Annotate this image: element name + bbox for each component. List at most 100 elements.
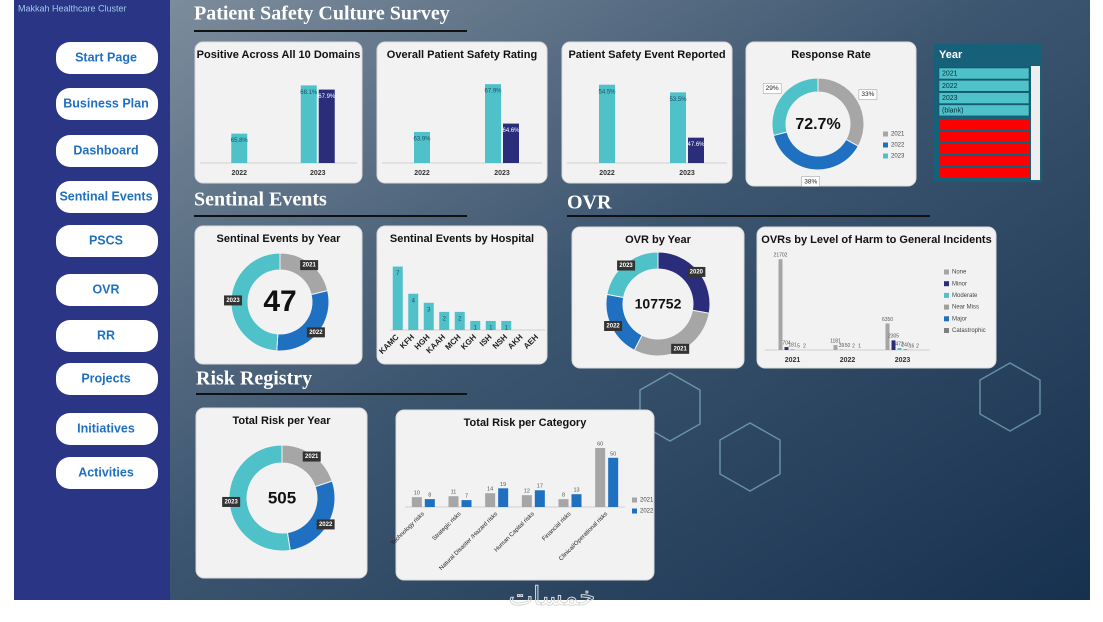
bar	[885, 323, 890, 350]
data-label: 54.5%	[598, 89, 616, 95]
x-tick-label: 2023	[310, 170, 326, 177]
nav-button-label[interactable]: Business Plan	[63, 96, 148, 110]
data-label: 14	[487, 487, 493, 493]
nav-button[interactable]	[56, 88, 158, 120]
data-label: 11	[451, 490, 457, 496]
legend-swatch	[944, 304, 949, 310]
slice-label-box	[300, 260, 319, 271]
nav-button[interactable]	[56, 274, 158, 306]
slicer-item-label[interactable]: 2021	[942, 71, 958, 78]
legend-label: 2023	[891, 154, 905, 160]
legend-swatch	[632, 508, 637, 514]
legend-label: None	[952, 270, 967, 276]
nav-button-label[interactable]: Start Page	[75, 50, 137, 64]
bar	[501, 320, 512, 330]
slice-label: 2021	[673, 346, 687, 352]
data-label: 1	[489, 326, 493, 332]
nav-button[interactable]	[56, 135, 158, 167]
data-label: 50	[845, 343, 851, 349]
bar	[688, 137, 704, 163]
chart-title: Overall Patient Safety Rating	[387, 49, 537, 61]
nav-button[interactable]	[56, 413, 158, 445]
watermark: خمسات	[509, 581, 596, 611]
nav-button-label[interactable]: Projects	[81, 371, 130, 385]
slicer-item-label[interactable]: 2023	[942, 95, 958, 102]
bar	[454, 311, 465, 330]
donut-total: 107752	[635, 296, 682, 312]
legend-swatch	[944, 292, 949, 298]
data-label: 181	[788, 343, 797, 349]
data-label: 1	[858, 343, 861, 349]
slicer-item-label[interactable]: 2022	[942, 83, 958, 90]
bar	[833, 345, 838, 350]
section-title: Patient Safety Culture Survey	[194, 3, 450, 25]
slice-label: 2023	[224, 500, 238, 506]
legend-swatch	[883, 142, 888, 148]
bar	[599, 84, 615, 163]
slicer-title: Year	[939, 49, 963, 61]
data-label: 64.6%	[502, 128, 520, 134]
nav-button-label[interactable]: Dashboard	[73, 143, 138, 157]
slice-label-box	[801, 176, 820, 187]
bar	[571, 494, 582, 507]
data-label: 21702	[774, 253, 788, 259]
donut-total: 47	[263, 285, 296, 318]
slice-label-box	[224, 295, 243, 306]
nav-button[interactable]	[56, 320, 158, 352]
bar	[231, 133, 248, 163]
data-label: 704	[782, 340, 791, 346]
legend-swatch	[944, 316, 949, 322]
chart-title: Sentinal Events by Hospital	[390, 233, 534, 245]
slicer-item[interactable]	[938, 92, 1030, 104]
nav-button-label[interactable]: Sentinal Events	[59, 189, 152, 203]
bar	[534, 490, 545, 507]
nav-button[interactable]	[56, 363, 158, 395]
bar	[300, 85, 317, 163]
data-label: 13	[573, 488, 579, 494]
slice-label: 2021	[305, 454, 319, 460]
slicer-item[interactable]	[938, 104, 1030, 117]
data-label: 19	[500, 482, 506, 488]
nav-button[interactable]	[56, 42, 158, 74]
slicer-scrollbar[interactable]	[1031, 66, 1040, 180]
slice-label-box	[858, 89, 878, 100]
slicer-item-label[interactable]: (blank)	[942, 107, 963, 114]
donut-total: 72.7%	[795, 116, 840, 133]
nav-button[interactable]	[56, 225, 158, 257]
legend-label: 2022	[640, 509, 654, 515]
bar	[408, 293, 419, 330]
slice-label-box	[687, 266, 706, 277]
legend-swatch	[883, 153, 888, 159]
nav-button-label[interactable]: PSCS	[89, 233, 123, 247]
bar	[670, 92, 686, 163]
nav-button-label[interactable]: Activities	[78, 465, 134, 479]
data-label: 12	[524, 489, 530, 495]
bar	[897, 348, 902, 350]
slicer-item[interactable]	[938, 67, 1030, 80]
bar	[485, 84, 501, 163]
slice-label: 2022	[319, 522, 333, 528]
nav-button[interactable]	[56, 181, 158, 213]
data-label: 50	[610, 451, 616, 457]
data-label: 1181	[830, 338, 841, 344]
slice-label: 2023	[226, 298, 240, 304]
data-label: 5	[797, 343, 800, 349]
card	[376, 41, 548, 184]
slice-label-box	[671, 343, 690, 354]
slice-label-box	[617, 260, 636, 271]
nav-button-label[interactable]: RR	[97, 328, 115, 342]
data-label: 4	[412, 298, 416, 304]
section-title: Sentinal Events	[194, 189, 327, 211]
nav-button-label[interactable]: OVR	[92, 282, 119, 296]
bar	[595, 447, 606, 507]
x-tick-label: 2022	[840, 357, 856, 364]
bar	[470, 320, 481, 330]
legend-label: Catastrophic	[952, 328, 986, 334]
nav-button-label[interactable]: Initiatives	[77, 421, 135, 435]
nav-button[interactable]	[56, 457, 158, 489]
slice-label: 2021	[302, 263, 316, 269]
slice-label-box	[316, 519, 335, 530]
slicer-item[interactable]	[938, 80, 1030, 92]
data-label: 2	[852, 343, 855, 349]
bar	[891, 340, 896, 350]
